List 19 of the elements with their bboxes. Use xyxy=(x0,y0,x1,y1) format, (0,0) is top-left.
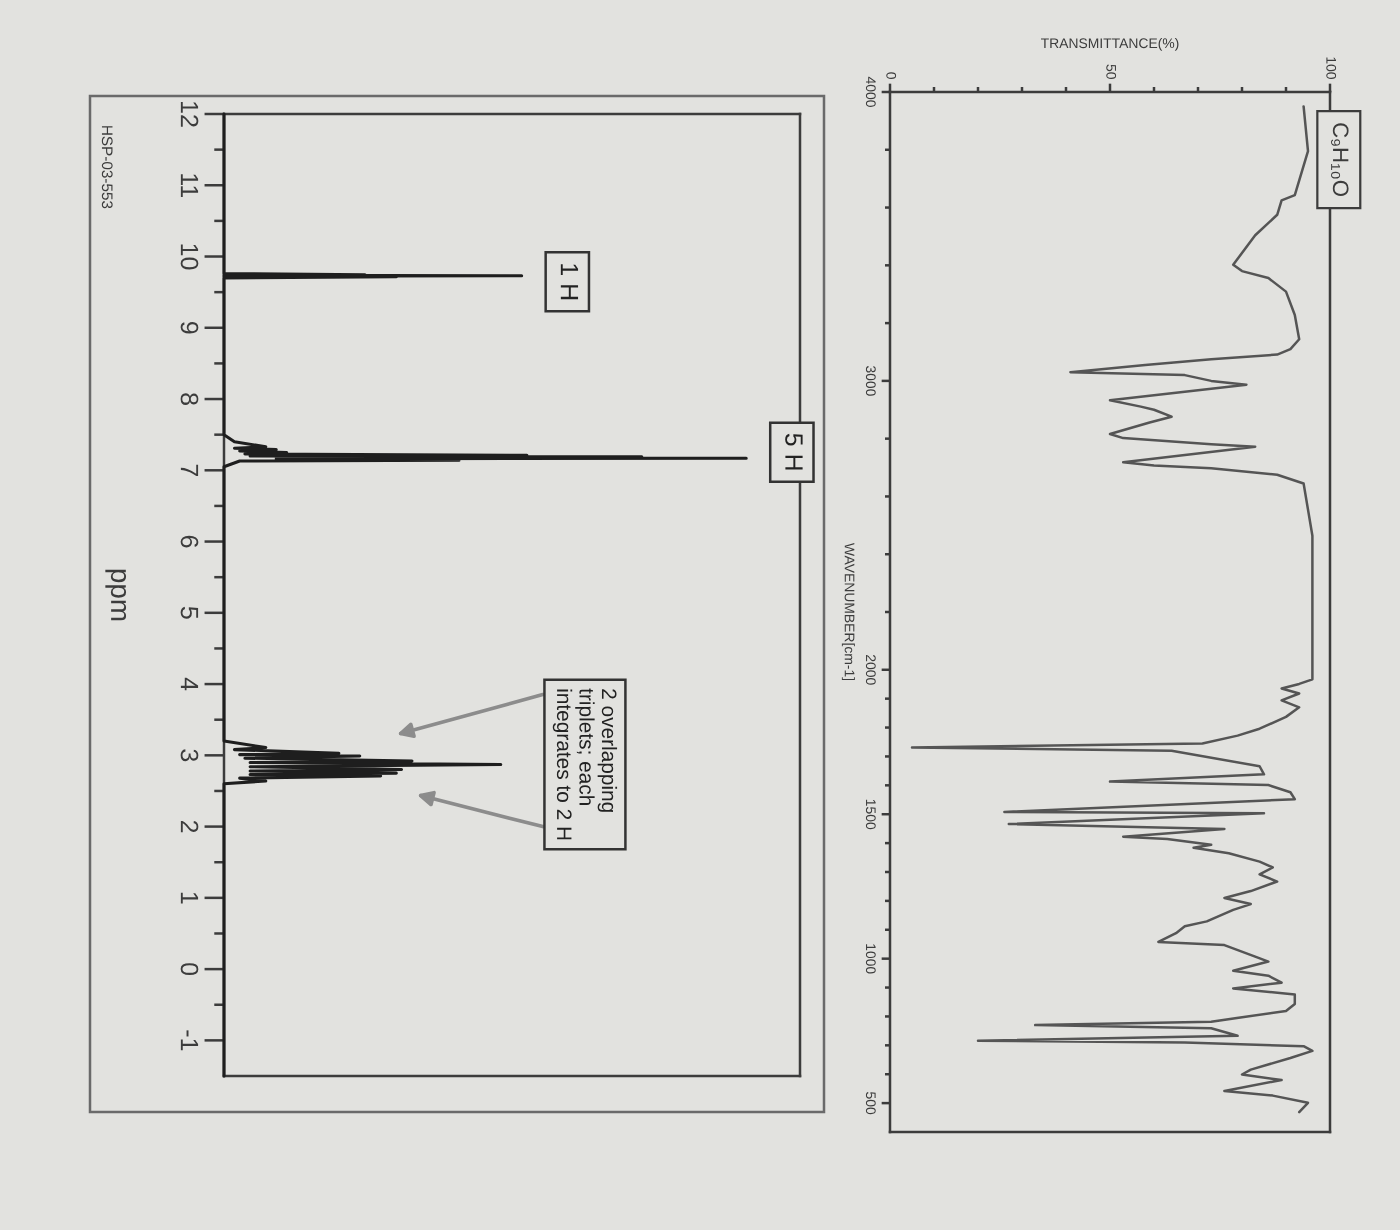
y-tick-label: 4 xyxy=(180,677,199,691)
y-tick-label: 1 xyxy=(180,892,199,904)
y-tick-label: 10 xyxy=(180,244,199,270)
annotation: 2 overlapping triplets; each integrates to 2 H xyxy=(552,688,618,840)
annotation: 5 H xyxy=(785,433,803,470)
y-tick-label: 6 xyxy=(180,535,199,548)
y-tick-label: -1 xyxy=(180,1030,199,1051)
y-tick-label: 12 xyxy=(180,102,199,127)
annotation: 1 H xyxy=(560,264,579,300)
y-tick-label: 0 xyxy=(180,963,199,976)
y-tick-label: 3 xyxy=(180,749,199,762)
y-tick-label: 2 xyxy=(180,820,199,833)
text: C₉H₁₀O xyxy=(1331,123,1349,196)
y-axis-title: ppm xyxy=(105,569,127,621)
y-tick-label: 8 xyxy=(180,393,199,405)
y-tick-label: 7 xyxy=(180,464,199,476)
y-tick-label: 9 xyxy=(180,322,199,334)
y-tick-label: 11 xyxy=(180,174,199,198)
y-tick-label: 5 xyxy=(180,606,199,619)
